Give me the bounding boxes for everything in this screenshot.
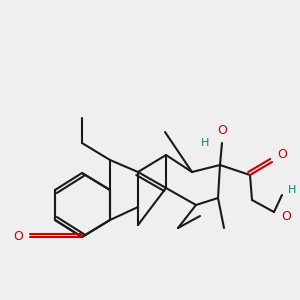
Text: O: O: [13, 230, 23, 244]
Text: H: H: [288, 185, 296, 195]
Text: H: H: [201, 138, 209, 148]
Text: O: O: [277, 148, 287, 160]
Text: O: O: [217, 124, 227, 137]
Text: O: O: [281, 211, 291, 224]
